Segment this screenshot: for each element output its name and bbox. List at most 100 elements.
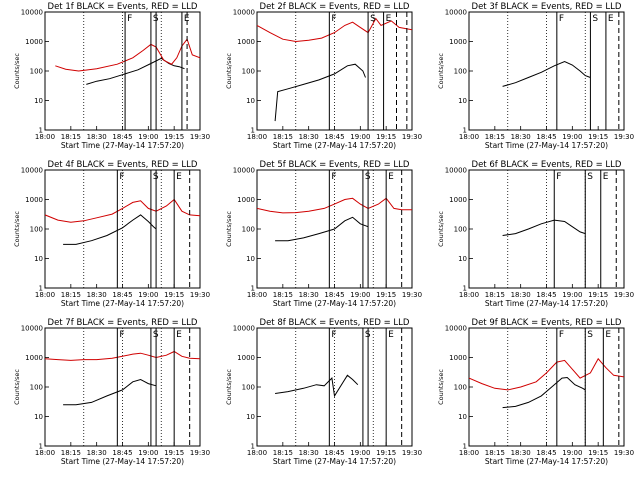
- y-tick-label: 1: [39, 127, 43, 135]
- y-tick-label: 10: [246, 97, 255, 105]
- series-line-black: [502, 219, 586, 236]
- x-axis-label: Start Time (27-May-14 17:57:20): [61, 457, 184, 466]
- y-axis-label: Counts/sec: [437, 211, 445, 247]
- y-tick-label: 1: [39, 285, 43, 293]
- series-line-black: [275, 374, 359, 398]
- chart-panel-7: Det 7f BLACK = Events, RED = LLD 18:00 18:…: [13, 318, 210, 466]
- chart-title: Det 4f BLACK = Events, RED = LLD: [48, 160, 198, 170]
- x-axis-label: Start Time (27-May-14 17:57:20): [273, 141, 396, 150]
- x-tick-label: 18:30: [511, 449, 531, 457]
- x-tick-label: 18:30: [87, 449, 107, 457]
- x-tick-label: 18:30: [299, 133, 319, 141]
- y-tick-label: 1: [463, 127, 467, 135]
- plot-frame: [256, 11, 413, 131]
- x-tick-label: 19:15: [588, 291, 608, 299]
- x-tick-label: 19:00: [562, 133, 582, 141]
- x-axis-label: Start Time (27-May-14 17:57:20): [485, 299, 608, 308]
- series-line-black: [86, 57, 185, 85]
- y-tick-label: 1000: [25, 354, 43, 362]
- y-axis-label: Counts/sec: [437, 369, 445, 405]
- y-tick-label: 1: [251, 443, 255, 451]
- plot-frame: [44, 169, 201, 289]
- chart-panel-5: Det 5f BLACK = Events, RED = LLD 18:00 18:…: [225, 160, 422, 308]
- event-marker-label: E: [603, 172, 609, 182]
- chart-title: Det 9f BLACK = Events, RED = LLD: [472, 318, 622, 328]
- x-tick-label: 18:45: [324, 133, 344, 141]
- x-axis-label: Start Time (27-May-14 17:57:20): [61, 299, 184, 308]
- series-line-red: [469, 357, 624, 391]
- x-tick-label: 18:15: [61, 449, 81, 457]
- x-tick-label: 18:45: [324, 291, 344, 299]
- y-tick-label: 100: [454, 384, 467, 392]
- x-tick-label: 19:30: [614, 133, 634, 141]
- y-tick-label: 10: [458, 97, 467, 105]
- x-tick-label: 18:15: [273, 133, 293, 141]
- event-marker-label: S: [592, 14, 598, 24]
- y-tick-label: 10000: [21, 325, 43, 333]
- chart-title: Det 1f BLACK = Events, RED = LLD: [48, 2, 198, 12]
- y-tick-label: 10: [458, 255, 467, 263]
- x-tick-label: 18:00: [35, 133, 55, 141]
- y-tick-label: 100: [30, 384, 43, 392]
- x-tick-label: 19:15: [164, 133, 184, 141]
- x-tick-label: 19:00: [350, 291, 370, 299]
- x-tick-label: 18:15: [485, 449, 505, 457]
- x-tick-label: 19:15: [376, 291, 396, 299]
- y-axis-label: Counts/sec: [225, 53, 233, 89]
- chart-panel-4: Det 4f BLACK = Events, RED = LLD 18:00 18:…: [13, 160, 210, 308]
- plot-frame: [44, 327, 201, 447]
- event-marker-label: E: [176, 330, 182, 340]
- x-tick-label: 19:00: [350, 133, 370, 141]
- x-tick-label: 19:15: [164, 291, 184, 299]
- x-tick-label: 18:15: [61, 133, 81, 141]
- y-tick-label: 100: [30, 226, 43, 234]
- event-marker-label: E: [608, 14, 614, 24]
- y-tick-label: 100: [242, 384, 255, 392]
- series-line-black: [274, 63, 366, 122]
- x-tick-label: 19:30: [614, 291, 634, 299]
- series-line-black: [63, 214, 157, 245]
- x-axis-label: Start Time (27-May-14 17:57:20): [485, 457, 608, 466]
- x-tick-label: 18:30: [87, 133, 107, 141]
- event-marker-label: F: [559, 14, 564, 24]
- event-marker-label: E: [184, 14, 190, 24]
- y-tick-label: 10000: [445, 9, 467, 17]
- x-axis-label: Start Time (27-May-14 17:57:20): [485, 141, 608, 150]
- y-tick-label: 10000: [233, 325, 255, 333]
- y-tick-label: 10000: [445, 325, 467, 333]
- x-tick-label: 19:00: [138, 449, 158, 457]
- y-tick-label: 1000: [237, 38, 255, 46]
- event-marker-label: F: [331, 330, 336, 340]
- x-tick-label: 19:00: [350, 449, 370, 457]
- event-marker-label: E: [388, 172, 394, 182]
- event-marker-label: E: [176, 172, 182, 182]
- y-tick-label: 1: [39, 443, 43, 451]
- x-tick-label: 19:15: [588, 449, 608, 457]
- plot-frame: [468, 11, 625, 131]
- series-line-red: [257, 197, 412, 214]
- event-marker-label: F: [119, 172, 124, 182]
- x-tick-label: 18:00: [35, 291, 55, 299]
- x-tick-label: 18:00: [247, 133, 267, 141]
- y-tick-label: 10000: [445, 167, 467, 175]
- series-line-black: [502, 60, 591, 87]
- y-tick-label: 1000: [237, 196, 255, 204]
- x-tick-label: 18:15: [485, 133, 505, 141]
- chart-panel-6: Det 6f BLACK = Events, RED = LLD 18:00 18:…: [437, 160, 634, 308]
- chart-title: Det 8f BLACK = Events, RED = LLD: [260, 318, 410, 328]
- plot-frame: [256, 327, 413, 447]
- y-tick-label: 10: [458, 413, 467, 421]
- y-tick-label: 1000: [449, 196, 467, 204]
- x-tick-label: 18:45: [112, 291, 132, 299]
- event-marker-label: F: [119, 330, 124, 340]
- series-line-black: [275, 216, 369, 242]
- x-tick-label: 18:15: [61, 291, 81, 299]
- y-tick-label: 1: [251, 285, 255, 293]
- chart-panel-2: Det 2f BLACK = Events, RED = LLD 18:00 18:…: [225, 2, 422, 150]
- chart-panel-1: Det 1f BLACK = Events, RED = LLD 18:00 18:…: [13, 2, 210, 150]
- y-axis-label: Counts/sec: [13, 369, 21, 405]
- y-tick-label: 1000: [25, 196, 43, 204]
- x-tick-label: 18:15: [273, 449, 293, 457]
- x-tick-label: 18:30: [299, 291, 319, 299]
